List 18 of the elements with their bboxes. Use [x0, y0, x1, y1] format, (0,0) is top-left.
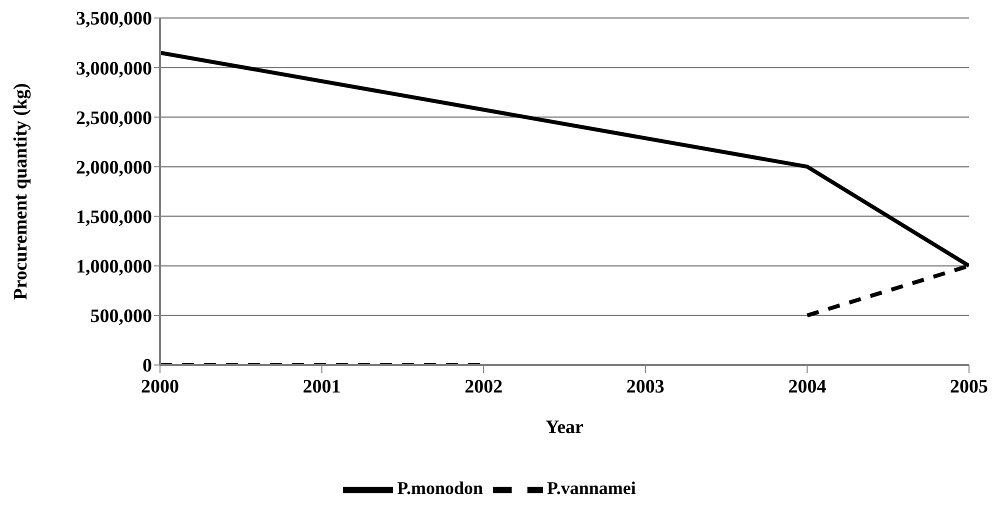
x-tick-label: 2002: [464, 376, 503, 398]
y-tick-label: 1,500,000: [76, 207, 152, 228]
y-tick-label: 3,000,000: [76, 58, 152, 80]
y-tick-label: 1,000,000: [76, 256, 152, 278]
y-tick-label: 0: [142, 356, 152, 377]
y-axis-title: Procurement quantity (kg): [10, 83, 32, 300]
y-tick-label: 2,000,000: [76, 157, 152, 178]
x-tick-label: 2001: [302, 376, 341, 398]
legend-label: P.monodon: [397, 478, 483, 498]
x-tick-label: 2004: [788, 376, 827, 398]
x-axis-title: Year: [546, 417, 584, 438]
x-tick-label: 2003: [626, 376, 664, 398]
y-tick-label: 2,500,000: [76, 108, 152, 129]
y-tick-label: 500,000: [90, 306, 152, 328]
x-tick-label: 2005: [950, 376, 988, 398]
x-tick-label: 2000: [141, 376, 179, 398]
y-tick-label: 3,500,000: [76, 8, 152, 30]
legend-label: P.vannamei: [547, 478, 636, 498]
